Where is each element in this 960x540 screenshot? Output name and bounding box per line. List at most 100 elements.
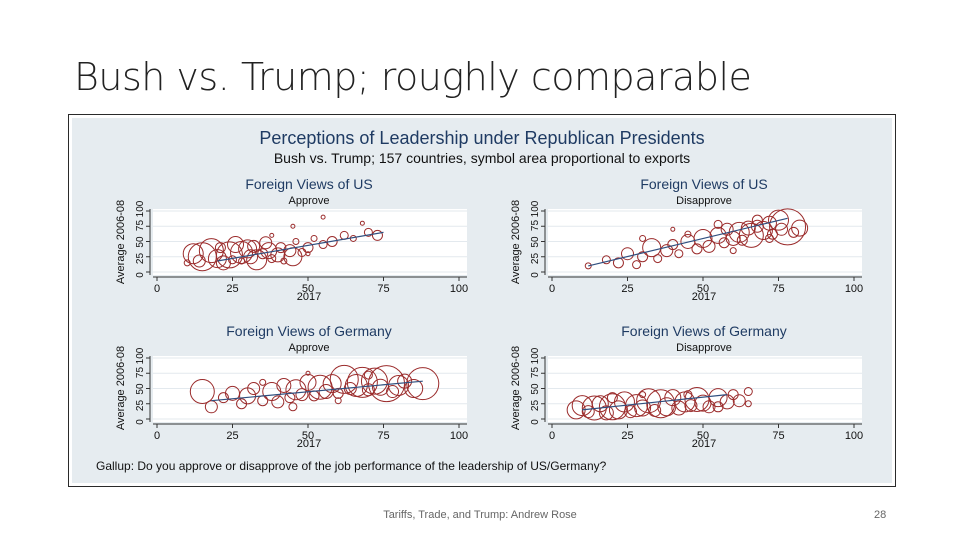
chart-subtitle: Bush vs. Trump; 157 countries, symbol ar… bbox=[274, 150, 690, 166]
bubble bbox=[708, 388, 728, 408]
bubble bbox=[292, 238, 300, 245]
bubble bbox=[283, 244, 297, 258]
bubble bbox=[346, 366, 378, 398]
x-tick-label: 100 bbox=[845, 283, 863, 295]
x-tick-label: 100 bbox=[845, 430, 863, 442]
bubble bbox=[684, 230, 692, 238]
bubble bbox=[775, 222, 789, 236]
fit-line bbox=[582, 394, 728, 411]
footer-text: Tariffs, Trade, and Trump: Andrew Rose bbox=[383, 509, 577, 521]
bubble bbox=[768, 209, 789, 231]
y-tick-label: 25 bbox=[530, 253, 541, 265]
bubble bbox=[322, 374, 342, 394]
bubble bbox=[581, 405, 595, 419]
bubble bbox=[639, 391, 647, 399]
slide-number: 28 bbox=[874, 509, 887, 521]
x-tick-label: 50 bbox=[302, 430, 314, 442]
y-tick-label: 100 bbox=[135, 347, 146, 364]
bubble bbox=[259, 378, 267, 386]
bubble bbox=[371, 229, 383, 241]
figure-background bbox=[72, 118, 892, 483]
bubble bbox=[660, 244, 674, 258]
x-tick-label: 100 bbox=[450, 283, 468, 295]
x-tick-label: 25 bbox=[226, 430, 238, 442]
bubble bbox=[269, 232, 275, 238]
panel-title: Foreign Views of Germany bbox=[226, 323, 391, 339]
fit-line bbox=[588, 217, 788, 267]
x-tick-label: 50 bbox=[697, 430, 709, 442]
bubble bbox=[359, 220, 365, 226]
panel-subtitle: Approve bbox=[289, 195, 330, 207]
bubble bbox=[247, 382, 261, 395]
y-axis-label: Average 2006-08 bbox=[510, 346, 522, 430]
x-tick-label: 25 bbox=[621, 430, 633, 442]
bubble bbox=[363, 370, 373, 380]
bubble bbox=[406, 367, 440, 401]
bubble bbox=[214, 242, 226, 254]
bubble bbox=[368, 365, 406, 403]
bubble bbox=[238, 239, 258, 259]
bubble bbox=[791, 219, 809, 237]
x-axis-label: 2017 bbox=[692, 438, 716, 450]
bubble bbox=[318, 240, 328, 250]
x-tick-label: 0 bbox=[549, 430, 555, 442]
bubble bbox=[744, 400, 752, 408]
y-tick-label: 50 bbox=[135, 236, 146, 248]
y-tick-label: 75 bbox=[530, 220, 541, 232]
panel-us-approve: Foreign Views of US Approve 2017 Average… bbox=[115, 176, 468, 303]
bubble bbox=[753, 221, 773, 241]
bubble bbox=[738, 222, 764, 248]
y-tick-label: 50 bbox=[530, 236, 541, 248]
bubble bbox=[624, 405, 638, 419]
y-tick-label: 0 bbox=[135, 419, 146, 425]
x-tick-label: 25 bbox=[226, 283, 238, 295]
y-tick-label: 50 bbox=[135, 383, 146, 395]
bubble bbox=[227, 236, 245, 254]
panel-subtitle: Disapprove bbox=[676, 195, 732, 207]
chart-title: Perceptions of Leadership under Republic… bbox=[259, 128, 704, 148]
bubble bbox=[764, 233, 774, 243]
bubble bbox=[632, 260, 642, 270]
bubble bbox=[634, 399, 652, 417]
y-tick-label: 0 bbox=[530, 419, 541, 425]
bubble bbox=[305, 370, 311, 376]
bubble bbox=[288, 402, 298, 412]
bubble bbox=[788, 226, 800, 238]
bubble bbox=[684, 399, 698, 413]
x-tick-label: 0 bbox=[549, 283, 555, 295]
bubble bbox=[743, 387, 753, 397]
panel-germany-disapprove: Foreign Views of Germany Disapprove 2017… bbox=[510, 323, 863, 450]
bubble bbox=[598, 405, 614, 421]
bubble bbox=[670, 226, 676, 232]
bubble bbox=[608, 400, 628, 420]
panel-title: Foreign Views of US bbox=[245, 176, 372, 192]
bubble bbox=[713, 219, 723, 229]
bubble bbox=[712, 401, 724, 413]
y-axis-label: Average 2006-08 bbox=[510, 200, 522, 284]
bubble bbox=[329, 364, 359, 394]
panel-germany-approve: Foreign Views of Germany Approve 2017 Av… bbox=[115, 323, 468, 450]
x-tick-label: 50 bbox=[697, 283, 709, 295]
y-tick-label: 100 bbox=[135, 200, 146, 217]
panel-subtitle: Disapprove bbox=[676, 342, 732, 354]
bubble bbox=[736, 234, 748, 246]
bubble bbox=[320, 214, 326, 220]
chart-note: Gallup: Do you approve or disapprove of … bbox=[96, 459, 607, 473]
bubble bbox=[388, 374, 410, 396]
bubble bbox=[601, 255, 611, 265]
bubble bbox=[270, 247, 286, 263]
x-tick-label: 0 bbox=[154, 430, 160, 442]
bubble bbox=[642, 238, 662, 258]
bubble bbox=[612, 257, 624, 269]
bubble bbox=[302, 242, 314, 254]
bubble bbox=[691, 243, 703, 255]
y-tick-label: 50 bbox=[530, 383, 541, 395]
x-tick-label: 25 bbox=[621, 283, 633, 295]
bubble bbox=[637, 251, 649, 263]
bubble bbox=[284, 392, 296, 404]
bubble bbox=[584, 262, 592, 270]
chart-figure: Perceptions of Leadership under Republic… bbox=[68, 114, 896, 487]
y-tick-label: 0 bbox=[135, 272, 146, 278]
y-tick-label: 25 bbox=[135, 253, 146, 265]
bubble bbox=[664, 389, 682, 407]
